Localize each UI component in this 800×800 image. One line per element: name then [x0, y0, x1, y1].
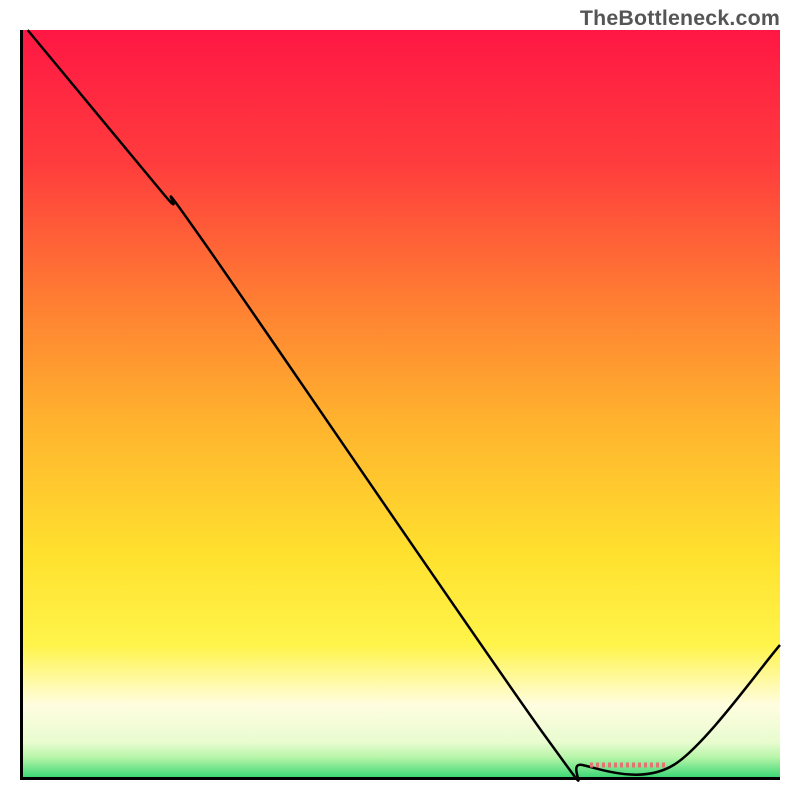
marker-dash: [620, 763, 623, 768]
marker-dash: [614, 763, 617, 768]
curve-overlay: [20, 30, 780, 780]
bottom-marker: [590, 763, 665, 768]
marker-dash: [650, 763, 653, 768]
watermark-label: TheBottleneck.com: [580, 6, 780, 31]
marker-dash: [626, 763, 629, 768]
marker-dash: [602, 763, 605, 768]
marker-dash: [590, 763, 593, 768]
marker-dash: [638, 763, 641, 768]
bottleneck-curve: [28, 30, 780, 781]
marker-dash: [656, 763, 659, 768]
marker-dash: [596, 763, 599, 768]
plot-area: [20, 30, 780, 780]
chart-container: TheBottleneck.com: [0, 0, 800, 800]
marker-dash: [632, 763, 635, 768]
marker-dash: [608, 763, 611, 768]
marker-dash: [662, 763, 665, 768]
marker-dash: [644, 763, 647, 768]
